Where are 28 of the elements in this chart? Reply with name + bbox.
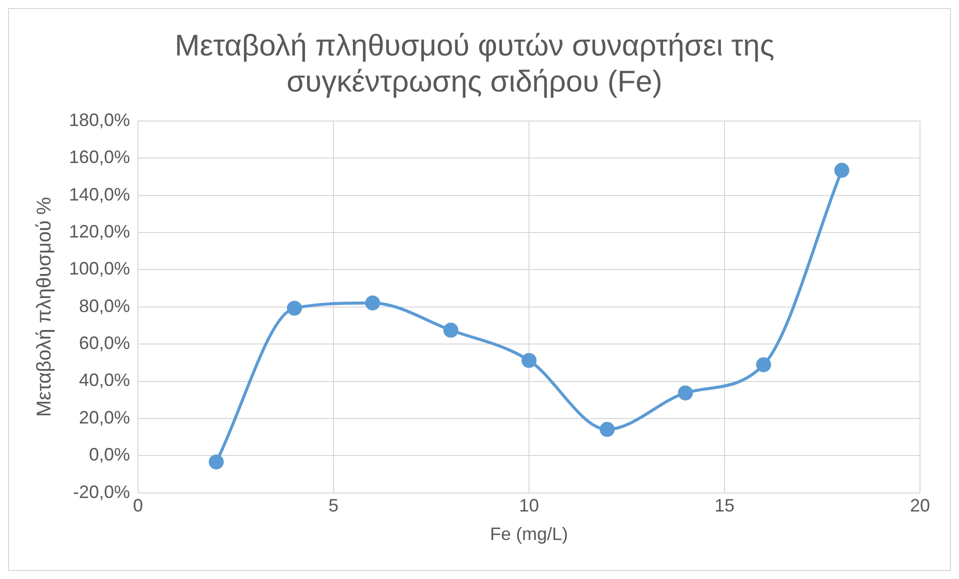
y-tick-label: 0,0% <box>89 444 130 465</box>
point <box>756 357 772 372</box>
x-axis-title: Fe (mg/L) <box>490 524 568 544</box>
x-tick-label: 0 <box>133 496 144 516</box>
point <box>443 322 458 338</box>
y-tick-label: 180,0% <box>68 110 130 130</box>
point <box>522 352 537 368</box>
point <box>678 385 693 400</box>
y-tick-label: 80,0% <box>79 296 130 316</box>
point <box>365 295 380 310</box>
point <box>286 300 302 316</box>
y-tick-label: 60,0% <box>79 333 130 354</box>
point <box>208 454 224 470</box>
y-tick-label: -20,0% <box>73 482 130 502</box>
x-tick-label: 15 <box>714 496 735 516</box>
y-tick-label: 20,0% <box>79 407 130 428</box>
chart-title: Μεταβολή πληθυσμού φυτών συναρτήσει της συγκέντρωσης σιδήρου (Fe) <box>174 29 774 98</box>
y-tick-label: 100,0% <box>68 258 130 279</box>
y-tick-label: 120,0% <box>68 222 130 242</box>
x-tick-label: 10 <box>519 496 540 516</box>
x-tick-label: 20 <box>910 496 930 516</box>
y-tick-label: 40,0% <box>79 370 130 390</box>
y-tick-label: 160,0% <box>68 147 130 168</box>
x-tick-label: 5 <box>328 496 339 516</box>
y-axis-title: Μεταβολή πληθυσμού % <box>34 196 56 417</box>
point <box>600 422 615 437</box>
y-tick-label: 140,0% <box>68 184 130 204</box>
point <box>834 162 850 178</box>
